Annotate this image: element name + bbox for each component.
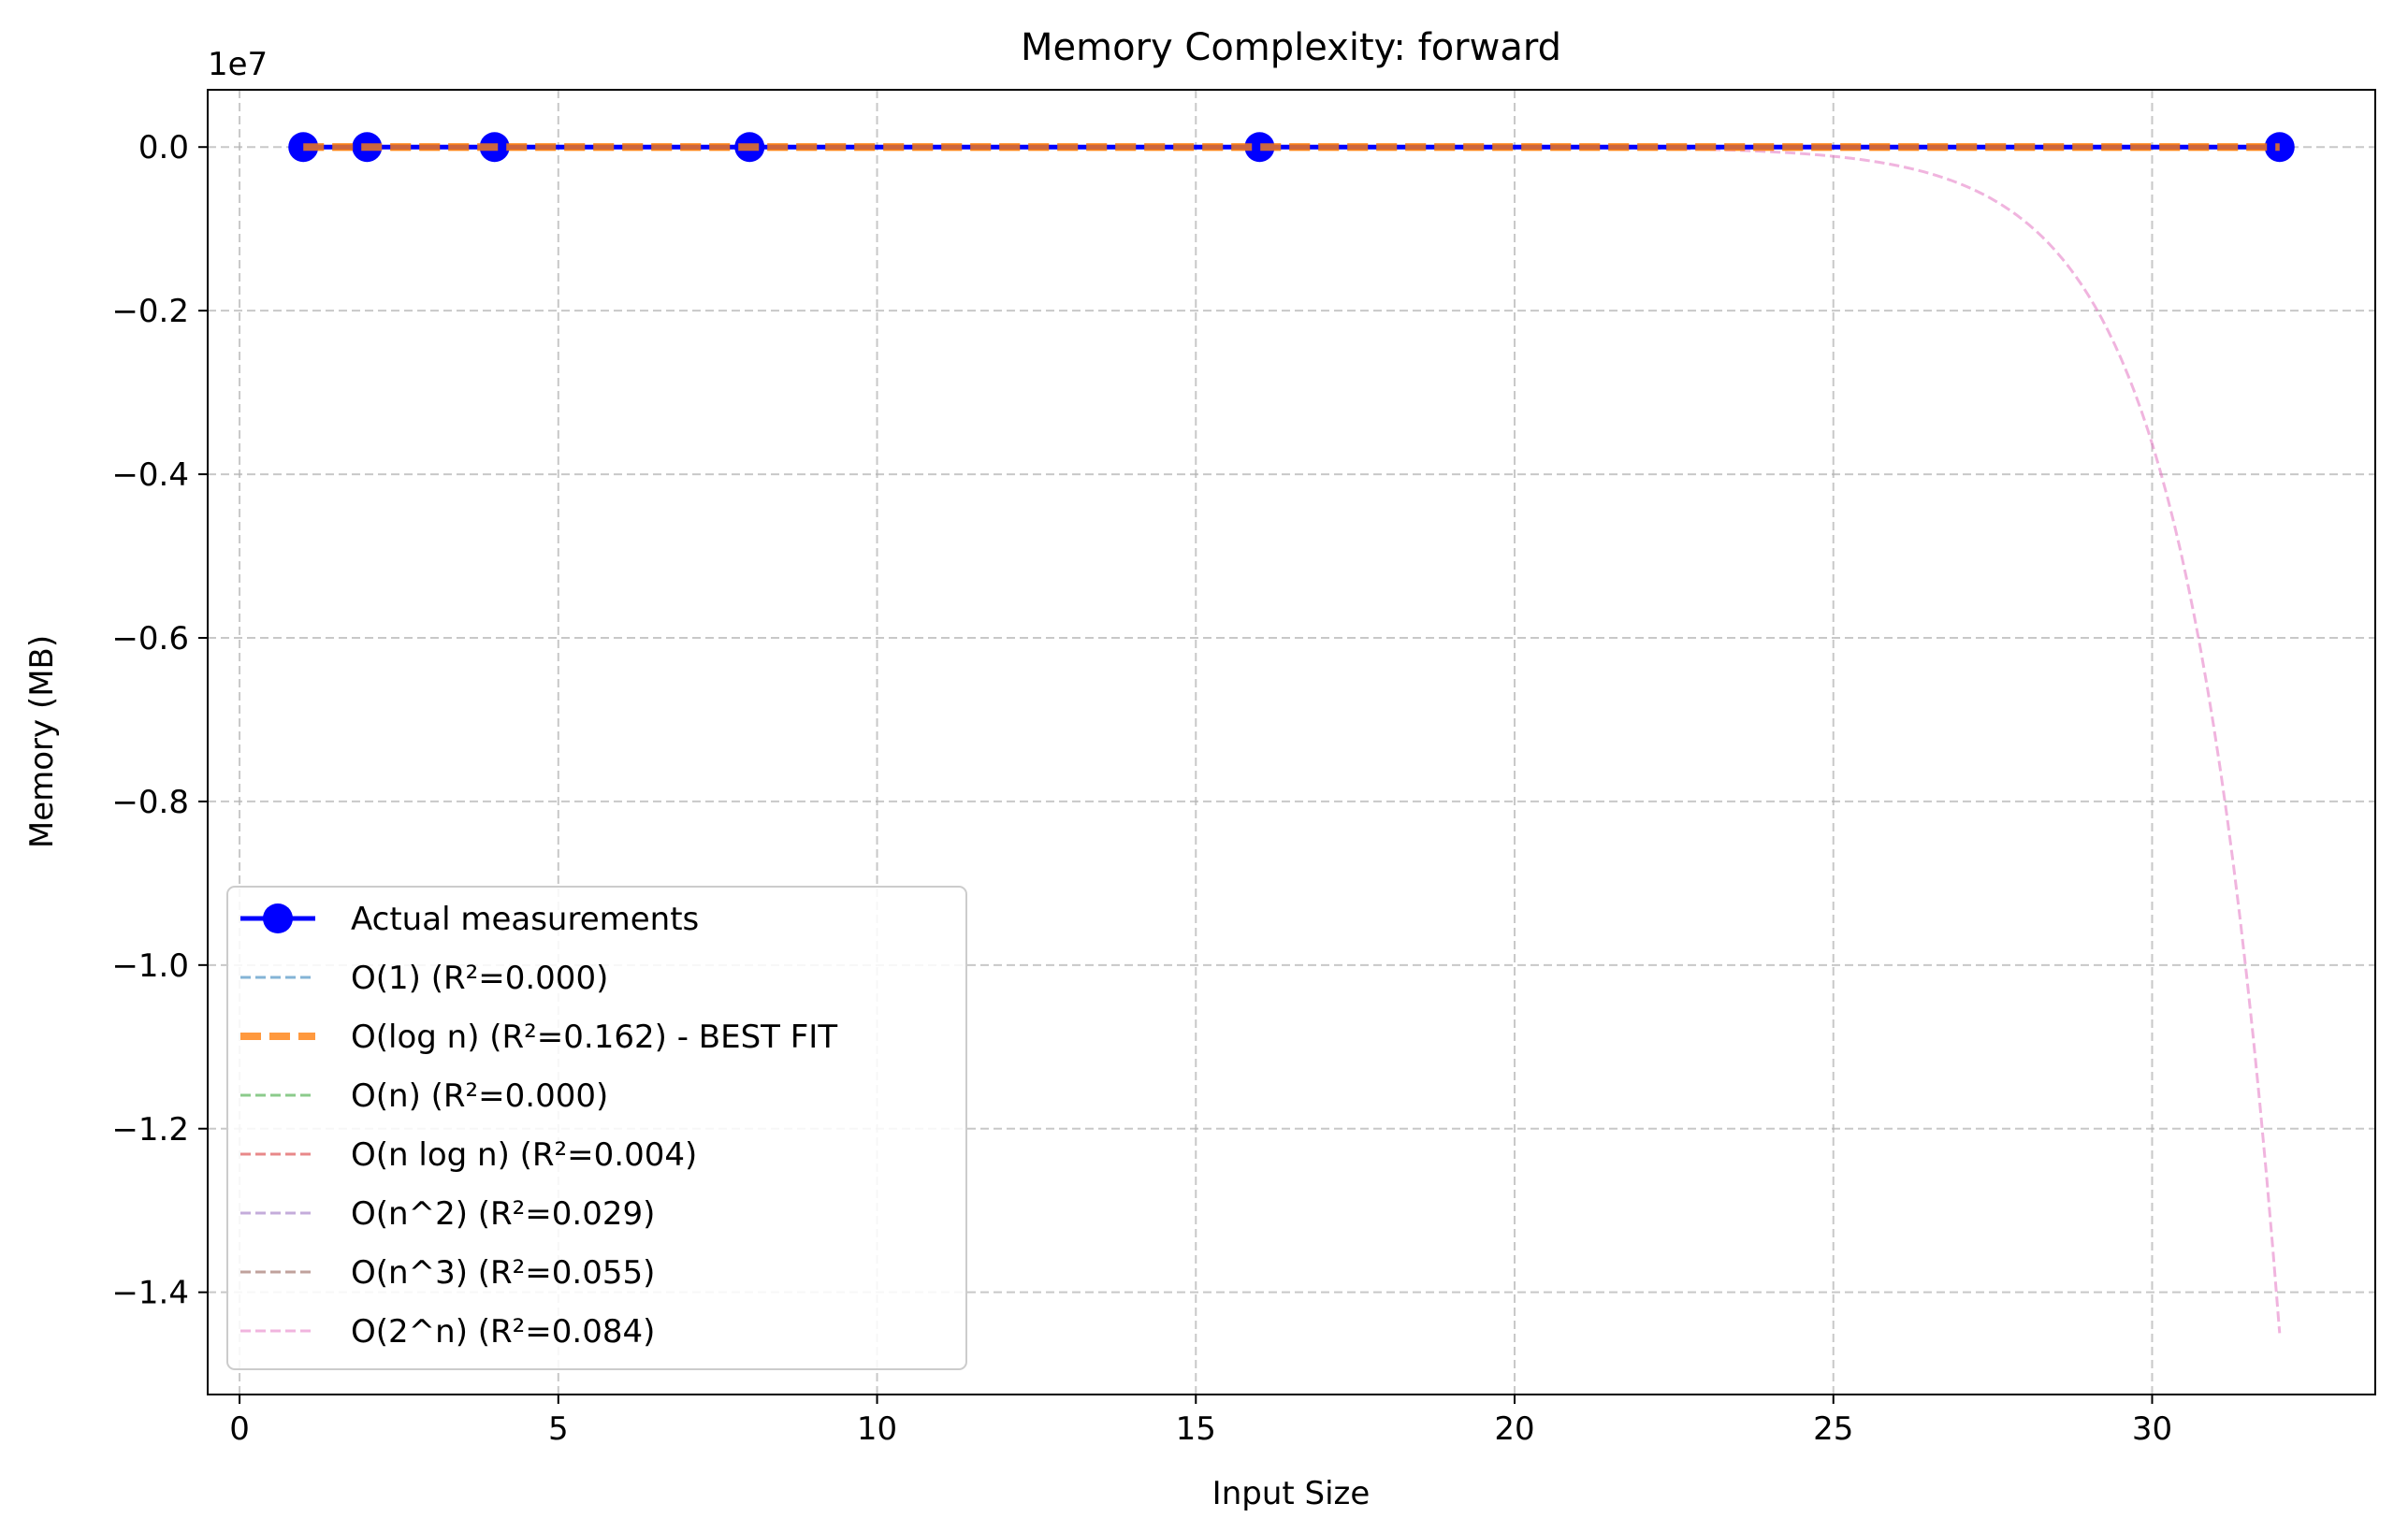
legend-label: O(2^n) (R²=0.084) <box>351 1313 655 1351</box>
data-point <box>1244 132 1275 163</box>
y-tick-label: −0.6 <box>111 620 189 658</box>
y-tick-label: −1.4 <box>111 1275 189 1312</box>
legend-label: O(log n) (R²=0.162) - BEST FIT <box>351 1019 837 1056</box>
legend-label: Actual measurements <box>351 901 699 938</box>
x-tick-label: 15 <box>1176 1410 1216 1448</box>
x-tick-label: 10 <box>857 1410 897 1448</box>
legend-marker <box>263 903 293 933</box>
y-axis-label: Memory (MB) <box>23 635 61 848</box>
chart-title: Memory Complexity: forward <box>1021 26 1561 69</box>
y-tick-label: −0.4 <box>111 456 189 494</box>
x-tick-label: 5 <box>548 1410 569 1448</box>
x-axis-label: Input Size <box>1212 1475 1371 1512</box>
plot-series <box>288 132 2295 1334</box>
x-tick-label: 0 <box>229 1410 250 1448</box>
y-tick-label: −1.2 <box>111 1111 189 1149</box>
y-tick-label: −1.0 <box>111 947 189 985</box>
legend-label: O(n^2) (R²=0.029) <box>351 1195 655 1233</box>
plot-frame <box>207 89 2376 1395</box>
legend-frame <box>226 886 967 1370</box>
y-offset-label: 1e7 <box>208 46 268 83</box>
legend-label: O(n) (R²=0.000) <box>351 1077 608 1115</box>
legend-label: O(n^3) (R²=0.055) <box>351 1254 655 1292</box>
x-tick-label: 25 <box>1813 1410 1853 1448</box>
x-tick-label: 30 <box>2132 1410 2172 1448</box>
x-tick-label: 20 <box>1494 1410 1534 1448</box>
legend-label: O(n log n) (R²=0.004) <box>351 1136 697 1174</box>
legend-label: O(1) (R²=0.000) <box>351 960 608 997</box>
legend: Actual measurements O(1) (R²=0.000) O(log … <box>226 886 967 1370</box>
y-tick-label: −0.2 <box>111 293 189 330</box>
y-tick-label: −0.8 <box>111 784 189 821</box>
y-tick-label: 0.0 <box>138 129 189 166</box>
axis-ticks: 0 5 10 15 20 25 30 0.0 −0.2 −0.4 −0.6 −0.8 −1.0 −1.2 −… <box>111 129 2172 1448</box>
